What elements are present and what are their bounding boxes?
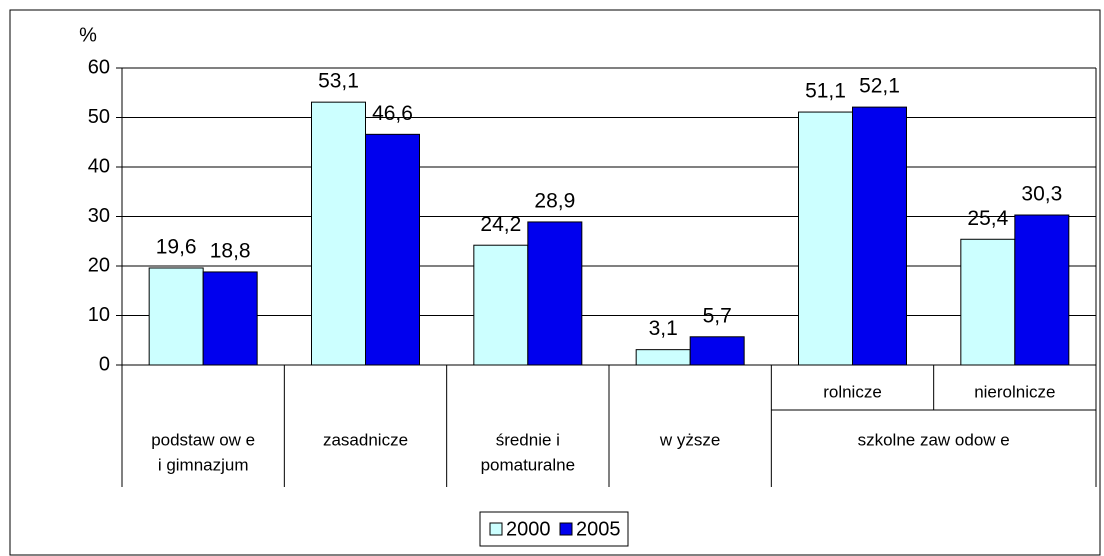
value-label: 30,3 (1021, 183, 1062, 206)
y-tick-label: 40 (88, 155, 110, 177)
group-label: podstaw ow e (151, 430, 255, 449)
bar (852, 106, 907, 366)
value-label: 46,6 (372, 102, 413, 125)
group-label: pomaturalne (481, 455, 576, 474)
value-label: 28,9 (534, 189, 575, 212)
bar (689, 336, 745, 366)
bar (960, 238, 1016, 366)
bar (473, 244, 529, 366)
legend-swatch (489, 522, 503, 536)
y-tick-label: 50 (88, 106, 110, 128)
legend-label: 2000 (506, 518, 551, 540)
x-tick-label: rolnicze (823, 382, 882, 401)
bar (202, 271, 258, 366)
group-label: w yższe (659, 430, 720, 449)
bar (311, 101, 366, 366)
legend-label: 2005 (576, 518, 621, 540)
bar (1014, 214, 1070, 366)
y-tick-label: 20 (88, 254, 110, 276)
y-tick-label: 30 (88, 205, 110, 227)
bar (148, 267, 204, 366)
value-label: 3,1 (649, 317, 678, 340)
value-label: 25,4 (967, 207, 1008, 230)
legend-box (479, 511, 629, 547)
group-label: szkolne zaw odow e (858, 430, 1010, 449)
y-tick-label: 10 (88, 304, 110, 326)
value-label: 19,6 (156, 236, 197, 259)
value-label: 5,7 (703, 304, 732, 327)
value-label: 18,8 (210, 239, 251, 262)
y-unit: % (79, 24, 97, 46)
legend-swatch (559, 522, 573, 536)
value-label: 52,1 (859, 75, 900, 98)
value-label: 24,2 (480, 213, 521, 236)
group-label: i gimnazjum (158, 455, 249, 474)
y-tick-label: 0 (99, 353, 110, 375)
bar (365, 133, 420, 366)
bar (798, 111, 853, 366)
value-label: 51,1 (805, 80, 846, 103)
x-tick-label: nierolnicze (974, 382, 1055, 401)
group-label: średnie i (496, 430, 560, 449)
group-label: zasadnicze (323, 430, 408, 449)
value-label: 53,1 (318, 70, 359, 93)
y-tick-label: 60 (88, 56, 110, 78)
bar (527, 221, 583, 366)
bar (635, 349, 691, 366)
